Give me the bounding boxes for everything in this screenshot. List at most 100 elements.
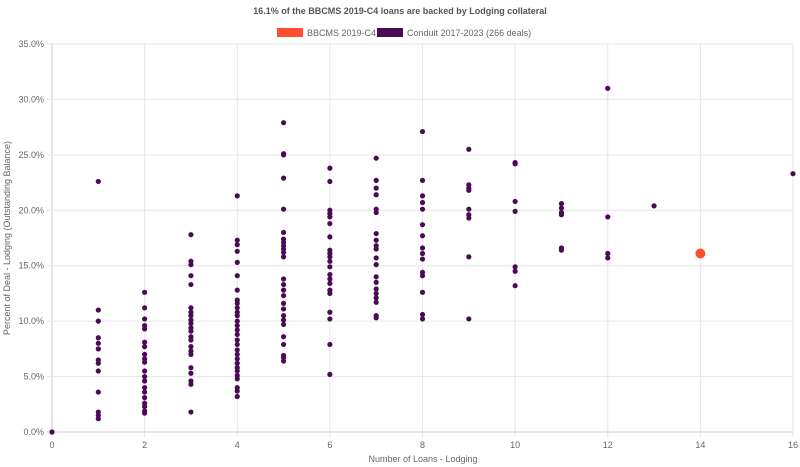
conduit-point[interactable] [188, 328, 194, 334]
conduit-point[interactable] [280, 249, 287, 256]
conduit-point[interactable] [95, 340, 101, 346]
conduit-point[interactable] [373, 185, 379, 191]
conduit-point[interactable] [188, 232, 194, 238]
conduit-point[interactable] [188, 313, 194, 319]
conduit-point[interactable] [280, 229, 287, 236]
conduit-point[interactable] [280, 276, 287, 282]
conduit-point[interactable] [95, 368, 101, 374]
conduit-point[interactable] [373, 237, 379, 243]
conduit-point[interactable] [234, 388, 240, 394]
conduit-point[interactable] [327, 371, 333, 377]
conduit-point[interactable] [466, 187, 472, 193]
conduit-point[interactable] [280, 300, 287, 307]
conduit-point[interactable] [280, 341, 287, 348]
conduit-point[interactable] [651, 203, 657, 209]
conduit-point[interactable] [234, 331, 240, 338]
conduit-point[interactable] [188, 344, 194, 350]
conduit-point[interactable] [234, 305, 240, 311]
conduit-point[interactable] [419, 177, 426, 183]
conduit-point[interactable] [188, 381, 194, 387]
conduit-point[interactable] [327, 341, 333, 348]
conduit-point[interactable] [142, 316, 148, 322]
bbcms-point[interactable] [695, 248, 706, 259]
conduit-point[interactable] [419, 206, 426, 212]
conduit-point[interactable] [327, 280, 333, 287]
conduit-point[interactable] [234, 351, 240, 357]
conduit-point[interactable] [188, 337, 194, 343]
conduit-point[interactable] [512, 161, 518, 167]
conduit-point[interactable] [512, 268, 518, 274]
conduit-point[interactable] [466, 254, 472, 260]
conduit-point[interactable] [188, 262, 194, 268]
conduit-point[interactable] [280, 152, 287, 158]
conduit-point[interactable] [188, 281, 194, 288]
conduit-point[interactable] [142, 305, 148, 311]
conduit-point[interactable] [234, 273, 240, 279]
conduit-point[interactable] [95, 307, 101, 313]
conduit-point[interactable] [512, 208, 518, 214]
conduit-point[interactable] [512, 264, 518, 270]
conduit-point[interactable] [466, 206, 472, 212]
conduit-point[interactable] [373, 230, 379, 237]
conduit-point[interactable] [188, 409, 194, 415]
conduit-point[interactable] [280, 317, 287, 323]
conduit-point[interactable] [605, 214, 611, 220]
conduit-point[interactable] [142, 326, 148, 332]
conduit-point[interactable] [419, 311, 426, 318]
legend-label-bbcms[interactable]: BBCMS 2019-C4 [307, 28, 376, 38]
conduit-point[interactable] [142, 368, 148, 374]
conduit-point[interactable] [419, 199, 426, 206]
conduit-point[interactable] [280, 358, 287, 364]
conduit-point[interactable] [234, 242, 240, 248]
conduit-point[interactable] [373, 290, 379, 297]
conduit-point[interactable] [188, 305, 194, 311]
conduit-point[interactable] [142, 344, 148, 350]
conduit-point[interactable] [142, 403, 148, 410]
conduit-point[interactable] [373, 315, 379, 321]
conduit-point[interactable] [419, 128, 426, 135]
conduit-point[interactable] [373, 279, 379, 285]
conduit-point[interactable] [142, 385, 148, 391]
legend-swatch-bbcms[interactable] [277, 28, 303, 37]
conduit-point[interactable] [373, 209, 379, 216]
conduit-point[interactable] [234, 360, 240, 366]
conduit-point[interactable] [234, 193, 240, 199]
conduit-point[interactable] [419, 233, 426, 239]
conduit-point[interactable] [327, 264, 333, 270]
conduit-point[interactable] [95, 346, 101, 352]
conduit-point[interactable] [280, 293, 287, 299]
conduit-point[interactable] [419, 273, 426, 279]
conduit-point[interactable] [373, 246, 379, 252]
conduit-point[interactable] [419, 256, 426, 262]
conduit-point[interactable] [280, 120, 287, 126]
conduit-point[interactable] [188, 370, 194, 376]
conduit-point[interactable] [142, 339, 148, 345]
conduit-point[interactable] [373, 177, 379, 183]
conduit-point[interactable] [188, 273, 194, 279]
conduit-point[interactable] [466, 316, 472, 322]
conduit-point[interactable] [280, 281, 287, 288]
conduit-point[interactable] [234, 237, 240, 243]
conduit-point[interactable] [327, 316, 333, 322]
conduit-point[interactable] [558, 201, 565, 207]
conduit-point[interactable] [234, 313, 240, 319]
conduit-point[interactable] [419, 316, 426, 322]
conduit-point[interactable] [280, 254, 287, 260]
conduit-point[interactable] [327, 271, 333, 278]
conduit-point[interactable] [95, 360, 101, 366]
conduit-point[interactable] [234, 347, 240, 353]
conduit-point[interactable] [95, 416, 101, 422]
conduit-point[interactable] [142, 410, 148, 416]
conduit-point[interactable] [234, 287, 240, 293]
legend-label-conduit[interactable]: Conduit 2017-2023 (266 deals) [407, 28, 531, 38]
conduit-point[interactable] [188, 365, 194, 371]
conduit-point[interactable] [280, 287, 287, 293]
conduit-point[interactable] [466, 215, 472, 221]
conduit-point[interactable] [373, 255, 379, 261]
conduit-point[interactable] [234, 337, 240, 343]
conduit-point[interactable] [142, 395, 148, 401]
conduit-point[interactable] [558, 247, 565, 253]
conduit-point[interactable] [234, 322, 240, 329]
conduit-point[interactable] [373, 274, 379, 280]
conduit-point[interactable] [512, 283, 518, 289]
